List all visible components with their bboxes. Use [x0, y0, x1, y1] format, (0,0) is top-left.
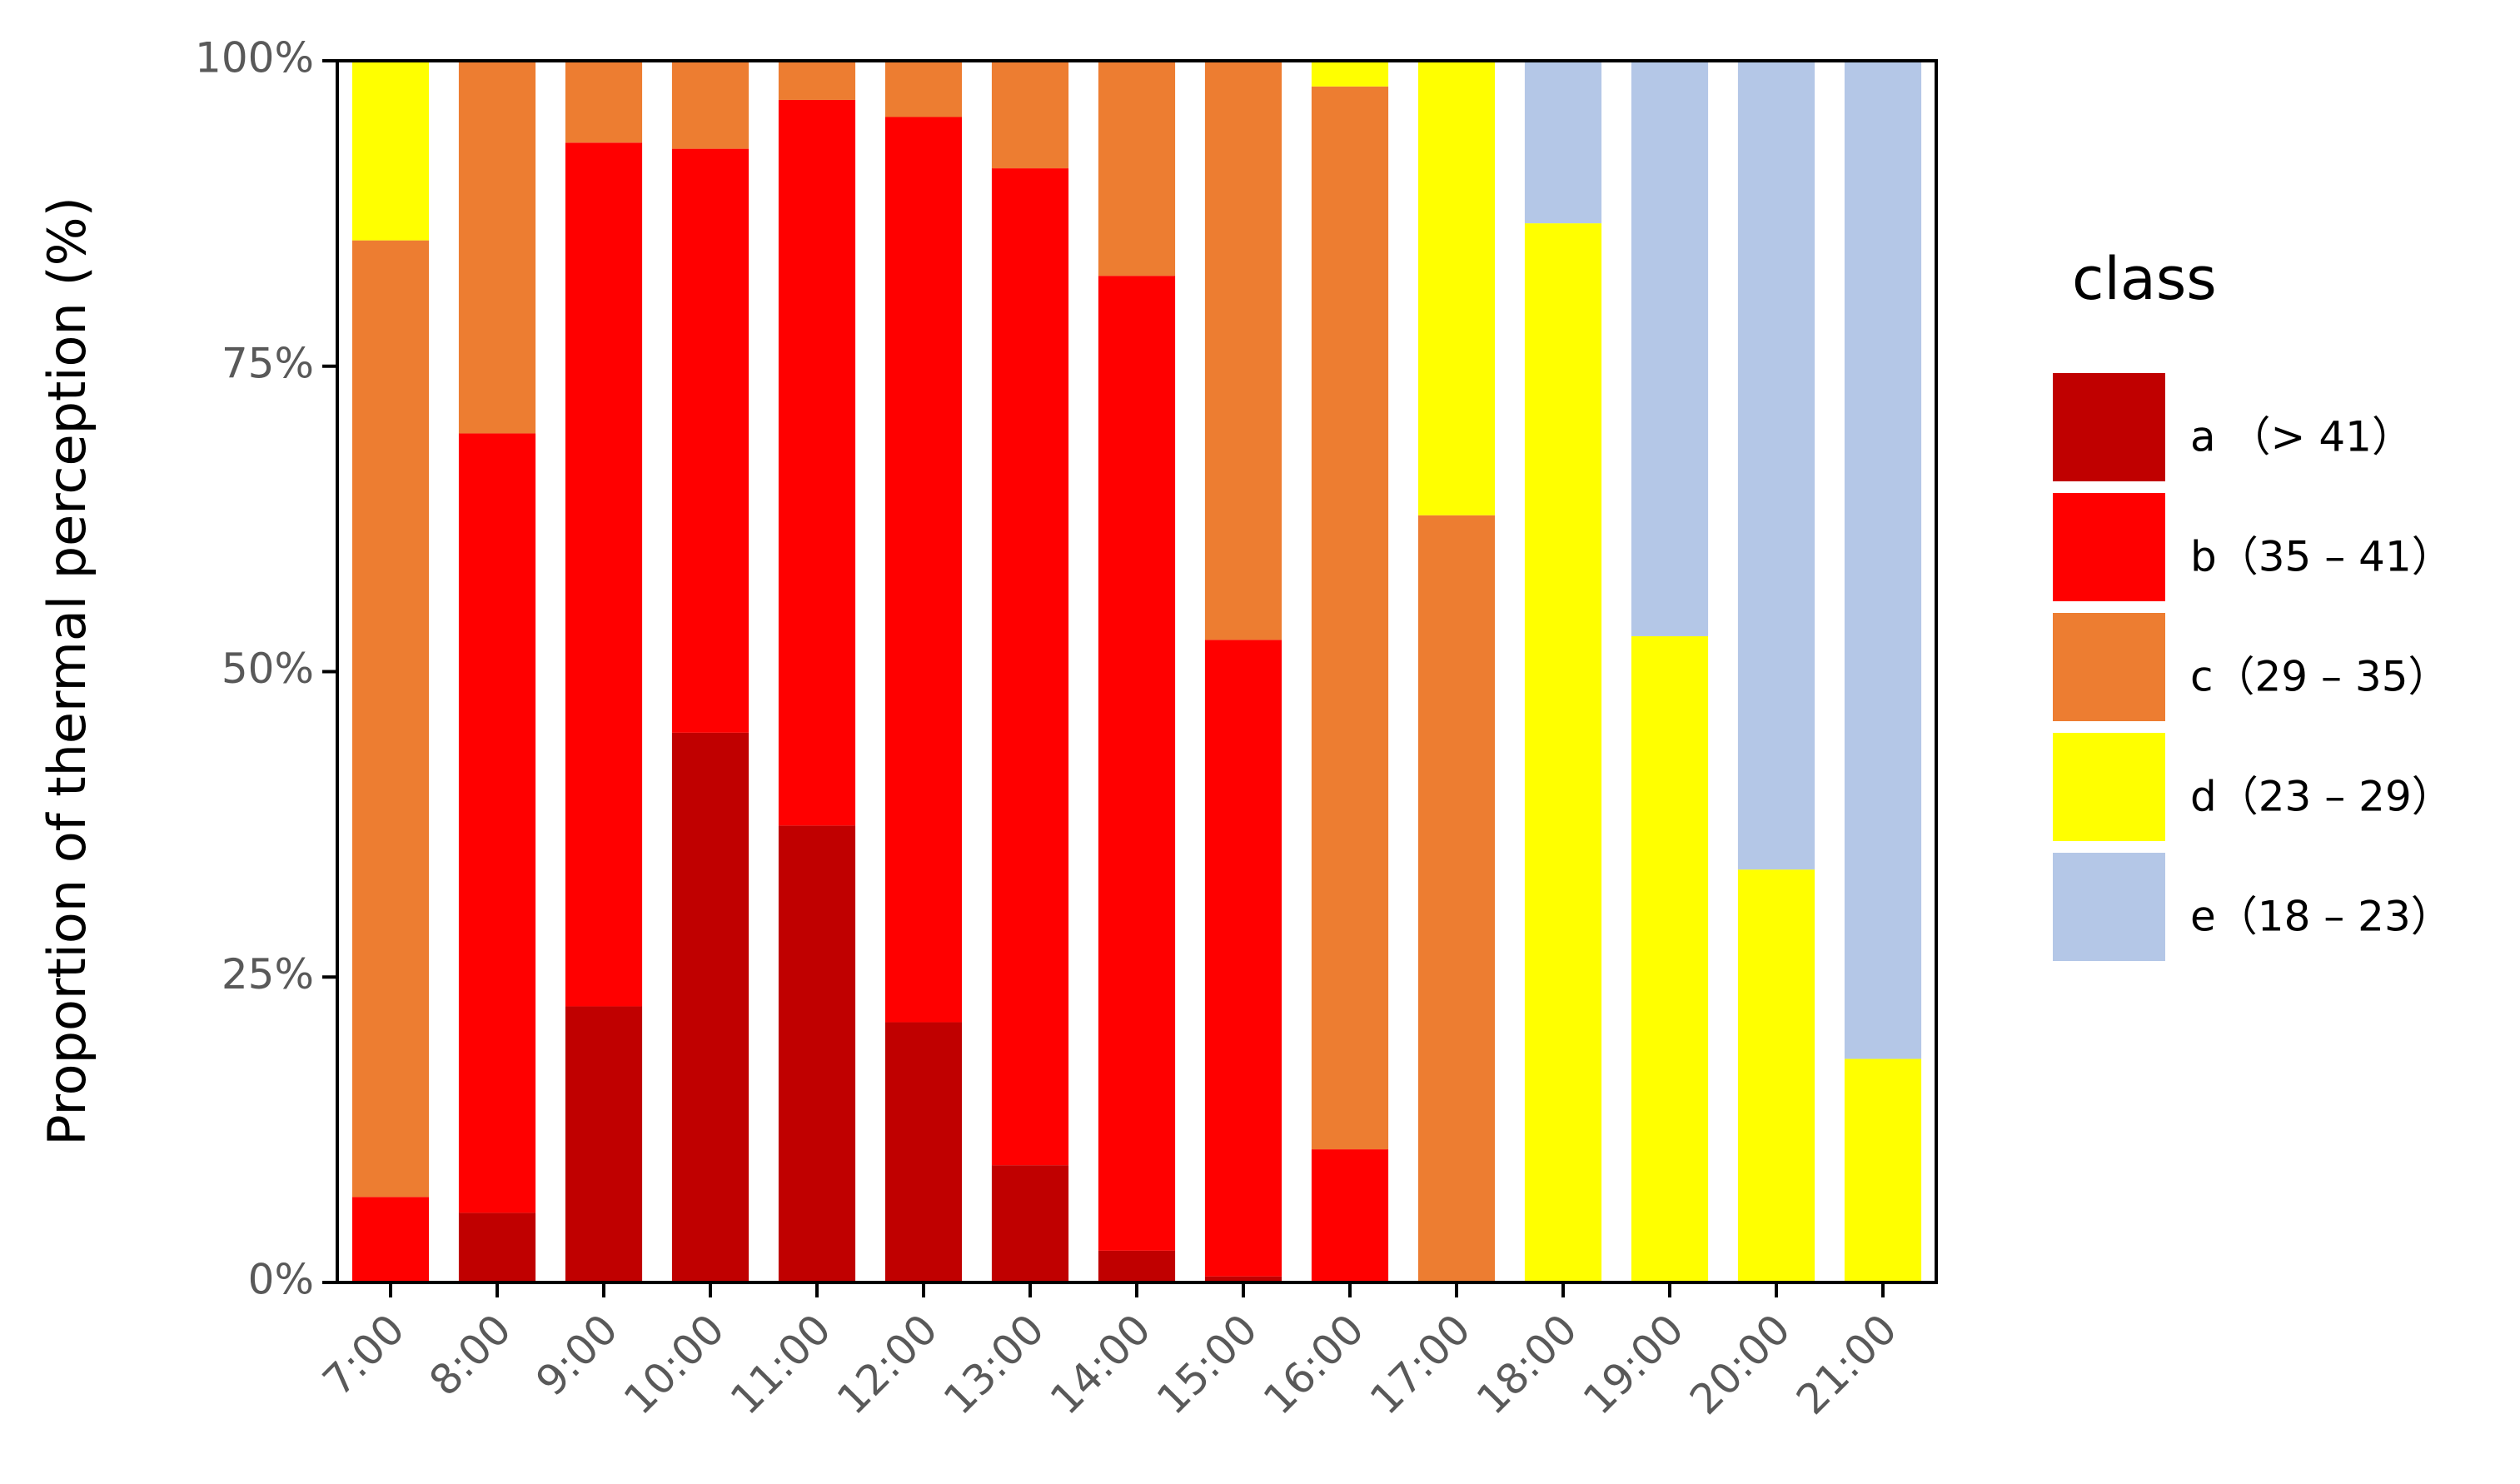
- bar-segment: [1204, 1276, 1282, 1282]
- bar-segment: [671, 61, 750, 149]
- bar-segment: [671, 732, 750, 1282]
- x-tick-label: 13:00: [934, 1305, 1053, 1424]
- legend-swatch: [2053, 373, 2165, 481]
- legend-label: e（18 – 23）: [2190, 893, 2453, 941]
- bar-segment: [1844, 1058, 1922, 1282]
- x-tick-label: 18:00: [1467, 1305, 1586, 1424]
- bar-segment: [1844, 61, 1922, 1059]
- x-tick-label: 15:00: [1148, 1305, 1267, 1424]
- bar-segment: [1524, 223, 1602, 1283]
- bar-segment: [1311, 1149, 1389, 1282]
- bar-segment: [991, 168, 1069, 1166]
- bar-segment: [1098, 276, 1176, 1251]
- bar-segment: [1417, 515, 1496, 1282]
- bar-segment: [884, 117, 963, 1023]
- bar-segment: [1737, 869, 1815, 1282]
- bar-segment: [458, 1213, 536, 1282]
- bar-segment: [991, 1165, 1069, 1282]
- x-tick-label: 17:00: [1361, 1305, 1480, 1424]
- bar-segment: [1631, 635, 1709, 1282]
- bar-segment: [1737, 61, 1815, 870]
- bar-segment: [991, 61, 1069, 169]
- bar-segment: [1204, 640, 1282, 1277]
- legend-label: c（29 – 35）: [2190, 653, 2450, 701]
- y-tick-label: 25%: [222, 950, 314, 998]
- x-tick-label: 9:00: [527, 1305, 627, 1405]
- bar-segment: [565, 61, 643, 143]
- x-tick-label: 19:00: [1574, 1305, 1693, 1424]
- bar-segment: [458, 61, 536, 434]
- x-tick-label: 16:00: [1254, 1305, 1373, 1424]
- bar-segment: [351, 61, 430, 241]
- y-tick-label: 100%: [195, 34, 314, 82]
- legend-label: d（23 – 29）: [2190, 773, 2453, 821]
- bar-segment: [1417, 61, 1496, 515]
- x-tick-label: 12:00: [828, 1305, 947, 1424]
- legend-swatch: [2053, 613, 2165, 721]
- bar-segment: [1524, 61, 1602, 224]
- bar-segment: [1204, 61, 1282, 640]
- bar-segment: [1311, 86, 1389, 1150]
- legend-swatch: [2053, 493, 2165, 601]
- bar-segment: [351, 240, 430, 1198]
- bar-segment: [565, 1006, 643, 1282]
- bar-segment: [778, 825, 856, 1282]
- legend-label: b（35 – 41）: [2190, 533, 2453, 581]
- bar-segment: [1098, 1250, 1176, 1282]
- y-axis-label: Proportion of thermal perception (%): [37, 197, 97, 1146]
- bar-segment: [1098, 61, 1176, 276]
- bar-segment: [778, 99, 856, 826]
- legend-swatch: [2053, 733, 2165, 841]
- bar-segment: [671, 148, 750, 733]
- bar-segment: [1631, 61, 1709, 636]
- bar-segment: [565, 142, 643, 1007]
- legend-swatch: [2053, 853, 2165, 961]
- bar-segment: [778, 61, 856, 100]
- x-tick-label: 7:00: [314, 1305, 414, 1405]
- x-tick-label: 21:00: [1787, 1305, 1906, 1424]
- bar-segment: [351, 1197, 430, 1282]
- legend-title: class: [2072, 245, 2217, 313]
- y-tick-label: 0%: [248, 1256, 314, 1304]
- x-tick-label: 11:00: [721, 1305, 840, 1424]
- x-tick-label: 10:00: [615, 1305, 734, 1424]
- x-tick-label: 20:00: [1681, 1305, 1800, 1424]
- x-tick-label: 14:00: [1041, 1305, 1160, 1424]
- y-tick-label: 50%: [222, 645, 314, 693]
- y-tick-label: 75%: [222, 339, 314, 387]
- bar-segment: [884, 1022, 963, 1282]
- bar-segment: [1311, 61, 1389, 87]
- bar-segment: [458, 433, 536, 1213]
- x-tick-label: 8:00: [421, 1305, 520, 1405]
- legend-label: a （> 41）: [2190, 413, 2413, 461]
- bar-segment: [884, 61, 963, 117]
